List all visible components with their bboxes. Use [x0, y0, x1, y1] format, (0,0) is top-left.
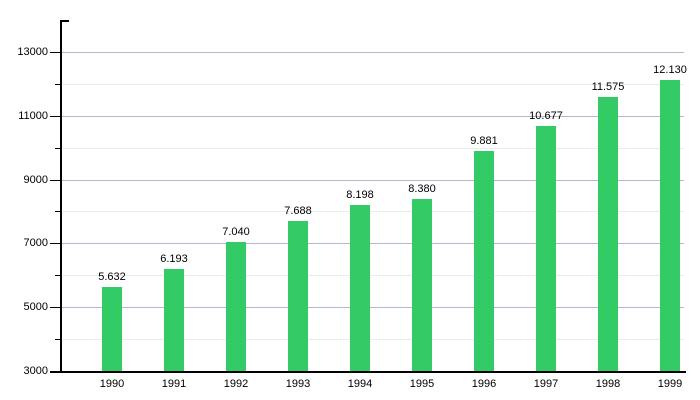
bar-1999 — [660, 79, 680, 371]
value-label-1992: 7.040 — [222, 226, 250, 239]
y-axis — [60, 20, 62, 373]
major-gridline-11000 — [62, 115, 684, 117]
minor-tick-4000 — [55, 339, 60, 341]
x-axis-label-1995: 1995 — [409, 378, 435, 390]
major-tick-9000 — [50, 179, 60, 181]
y-axis-label-5000: 5000 — [23, 301, 48, 314]
bar-1998 — [598, 97, 618, 371]
minor-tick-6000 — [55, 275, 60, 277]
bar-1996 — [474, 151, 494, 371]
value-label-1993: 7.688 — [284, 205, 312, 218]
major-tick-5000 — [50, 307, 60, 309]
value-label-1991: 6.193 — [160, 253, 188, 266]
major-gridline-13000 — [62, 51, 684, 53]
x-axis-label-1999: 1999 — [657, 378, 683, 390]
bar-1993 — [288, 221, 308, 371]
bar-1995 — [412, 199, 432, 371]
value-label-1996: 9.881 — [470, 135, 498, 148]
bar-1991 — [164, 269, 184, 371]
major-tick-13000 — [50, 51, 60, 53]
bar-1992 — [226, 242, 246, 371]
major-gridline-9000 — [62, 179, 684, 181]
x-axis-label-1991: 1991 — [161, 378, 187, 390]
value-label-1999: 12.130 — [653, 63, 687, 76]
minor-tick-12000 — [55, 83, 60, 85]
minor-tick-10000 — [55, 147, 60, 149]
y-axis-label-3000: 3000 — [23, 365, 48, 377]
major-gridline-5000 — [62, 307, 684, 309]
value-label-1997: 10.677 — [529, 110, 563, 123]
plot-area: 3000 5000 7000 9000 11000 13000 5.632 1990 6.193… — [17, 20, 687, 390]
bar-1997 — [536, 126, 556, 371]
value-label-1990: 5.632 — [98, 271, 126, 283]
value-label-1995: 8.380 — [408, 183, 436, 196]
x-axis-label-1997: 1997 — [533, 378, 559, 390]
y-axis-label-7000: 7000 — [23, 237, 48, 250]
major-gridline-7000 — [62, 243, 684, 245]
bar-1990 — [102, 287, 122, 371]
minor-gridline-10000 — [62, 147, 684, 149]
x-axis-label-1992: 1992 — [223, 378, 249, 390]
value-label-1994: 8.198 — [346, 189, 374, 202]
minor-gridline-8000 — [62, 211, 684, 213]
y-axis-label-13000: 13000 — [17, 45, 48, 58]
value-label-1998: 11.575 — [591, 81, 625, 94]
major-tick-7000 — [50, 243, 60, 245]
y-axis-label-11000: 11000 — [18, 109, 48, 122]
x-axis-label-1990: 1990 — [99, 378, 125, 390]
major-tick-11000 — [50, 115, 60, 117]
minor-tick-8000 — [55, 211, 60, 213]
minor-gridline-6000 — [62, 275, 684, 277]
x-axis — [50, 371, 686, 373]
minor-gridline-4000 — [62, 339, 684, 341]
x-axis-label-1996: 1996 — [471, 378, 497, 390]
bar-1994 — [350, 205, 370, 371]
y-axis-top-cap — [60, 20, 69, 22]
minor-gridline-12000 — [62, 83, 684, 85]
x-axis-label-1994: 1994 — [347, 378, 373, 390]
y-axis-label-9000: 9000 — [23, 173, 48, 186]
x-axis-label-1998: 1998 — [595, 378, 621, 390]
x-axis-label-1993: 1993 — [285, 378, 311, 390]
